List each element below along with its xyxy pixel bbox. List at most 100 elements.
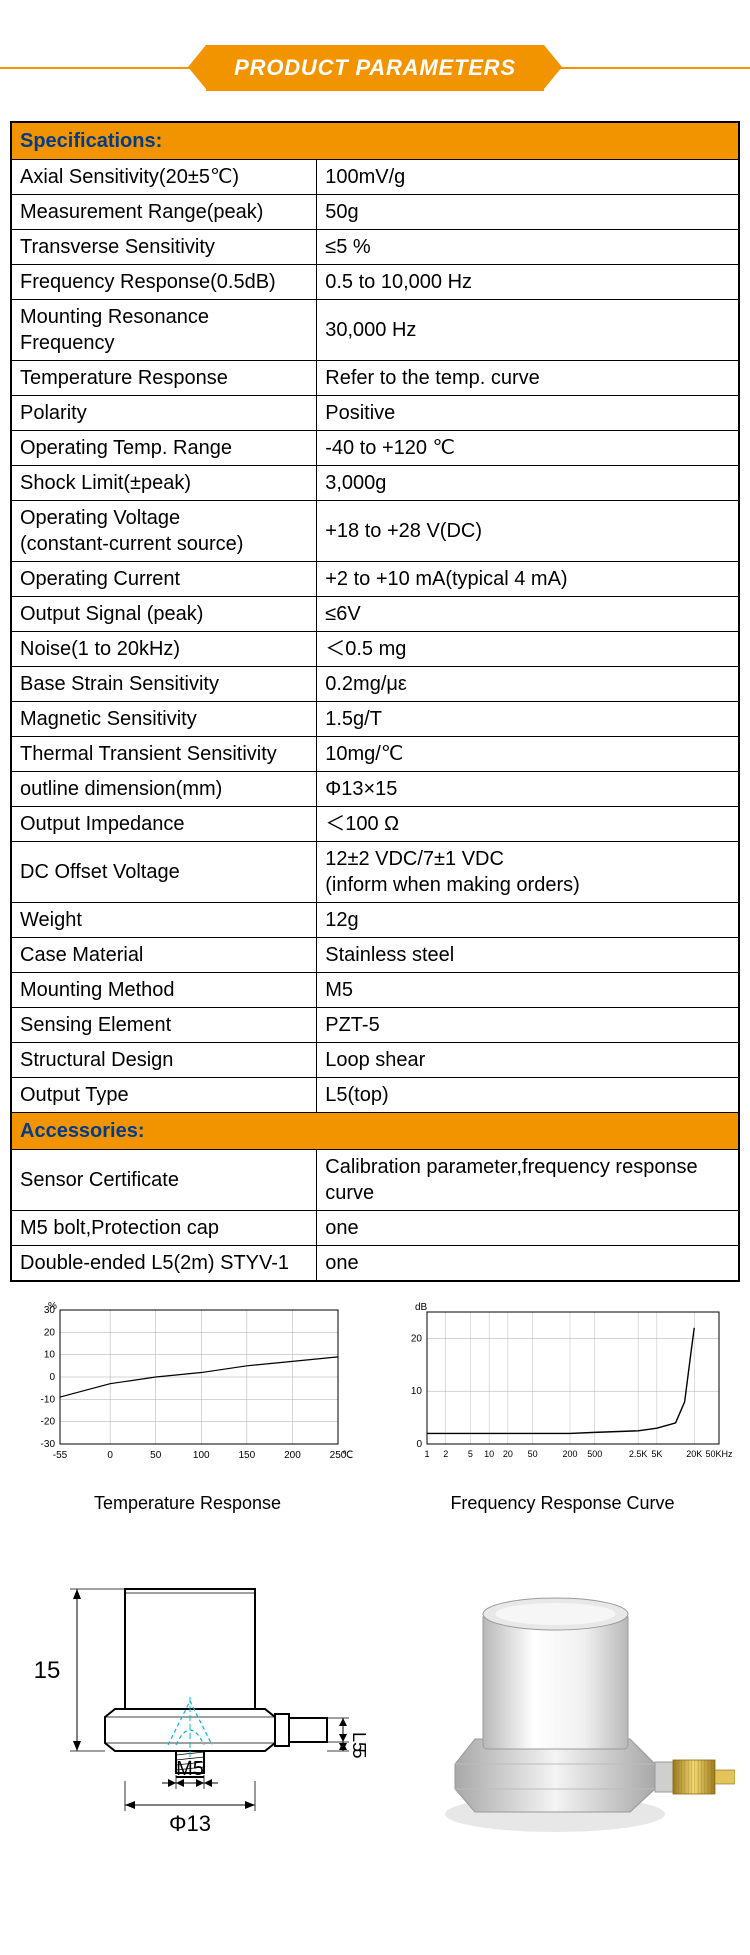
table-row: Double-ended L5(2m) STYV-1one xyxy=(11,1246,739,1282)
table-row: Base Strain Sensitivity0.2mg/με xyxy=(11,667,739,702)
svg-text:%: % xyxy=(48,1301,57,1312)
spec-label: Output Signal (peak) xyxy=(11,597,317,632)
spec-label: M5 bolt,Protection cap xyxy=(11,1211,317,1246)
svg-text:5K: 5K xyxy=(651,1449,662,1459)
spec-value: 30,000 Hz xyxy=(317,300,739,361)
svg-text:-55: -55 xyxy=(52,1450,67,1461)
spec-label: Operating Temp. Range xyxy=(11,431,317,466)
parameters-table: Specifications:Axial Sensitivity(20±5℃)1… xyxy=(10,121,740,1282)
spec-value: ＜0.5 mg xyxy=(317,632,739,667)
svg-text:2.5K: 2.5K xyxy=(628,1449,647,1459)
spec-value: -40 to +120 ℃ xyxy=(317,431,739,466)
svg-text:100: 100 xyxy=(192,1450,209,1461)
table-row: PolarityPositive xyxy=(11,396,739,431)
temperature-chart-caption: Temperature Response xyxy=(10,1493,365,1514)
svg-text:20: 20 xyxy=(502,1449,512,1459)
svg-text:M5: M5 xyxy=(176,1758,204,1780)
spec-value: M5 xyxy=(317,973,739,1008)
spec-value: 50g xyxy=(317,195,739,230)
spec-label: Case Material xyxy=(11,938,317,973)
temperature-chart-svg: -30-20-100102030-55050100150200250%℃ xyxy=(18,1300,358,1480)
table-row: Noise(1 to 20kHz)＜0.5 mg xyxy=(11,632,739,667)
spec-label: Output Type xyxy=(11,1078,317,1113)
table-row: Axial Sensitivity(20±5℃)100mV/g xyxy=(11,160,739,195)
spec-label: Mounting Method xyxy=(11,973,317,1008)
table-row: Sensor CertificateCalibration parameter,… xyxy=(11,1150,739,1211)
svg-text:0: 0 xyxy=(416,1439,422,1450)
spec-value: ≤5 % xyxy=(317,230,739,265)
spec-value: ＜100 Ω xyxy=(317,807,739,842)
svg-text:-30: -30 xyxy=(40,1439,55,1450)
spec-label: Output Impedance xyxy=(11,807,317,842)
table-row: Operating Temp. Range-40 to +120 ℃ xyxy=(11,431,739,466)
spec-value: PZT-5 xyxy=(317,1008,739,1043)
table-row: Operating Current+2 to +10 mA(typical 4 … xyxy=(11,562,739,597)
section-header: Specifications: xyxy=(11,122,739,160)
table-row: Measurement Range(peak)50g xyxy=(11,195,739,230)
section-header-label: Specifications: xyxy=(11,122,739,160)
table-row: Output TypeL5(top) xyxy=(11,1078,739,1113)
svg-text:15: 15 xyxy=(34,1657,61,1684)
spec-label: Noise(1 to 20kHz) xyxy=(11,632,317,667)
table-row: DC Offset Voltage12±2 VDC/7±1 VDC(inform… xyxy=(11,842,739,903)
spec-label: Sensor Certificate xyxy=(11,1150,317,1211)
spec-label: Operating Current xyxy=(11,562,317,597)
svg-text:20: 20 xyxy=(410,1333,422,1344)
table-row: Sensing ElementPZT-5 xyxy=(11,1008,739,1043)
table-row: Output Signal (peak)≤6V xyxy=(11,597,739,632)
spec-value: 0.5 to 10,000 Hz xyxy=(317,265,739,300)
svg-text:10: 10 xyxy=(410,1386,422,1397)
spec-value: 3,000g xyxy=(317,466,739,501)
header-divider-left xyxy=(0,67,198,69)
spec-value: Calibration parameter,frequency response… xyxy=(317,1150,739,1211)
svg-text:200: 200 xyxy=(284,1450,301,1461)
frequency-chart-svg: 010201251020502005002.5K5K20K50KHzdB xyxy=(393,1300,733,1480)
header-title: PRODUCT PARAMETERS xyxy=(206,45,544,91)
spec-label: DC Offset Voltage xyxy=(11,842,317,903)
spec-label: Frequency Response(0.5dB) xyxy=(11,265,317,300)
spec-label: Mounting Resonance Frequency xyxy=(11,300,317,361)
spec-value: Positive xyxy=(317,396,739,431)
svg-text:℃: ℃ xyxy=(342,1450,353,1461)
svg-text:20: 20 xyxy=(43,1327,55,1338)
table-row: Mounting MethodM5 xyxy=(11,973,739,1008)
svg-text:0: 0 xyxy=(49,1372,55,1383)
spec-value: +18 to +28 V(DC) xyxy=(317,501,739,562)
spec-value: L5(top) xyxy=(317,1078,739,1113)
svg-text:10: 10 xyxy=(43,1350,55,1361)
table-row: Shock Limit(±peak)3,000g xyxy=(11,466,739,501)
spec-value: ≤6V xyxy=(317,597,739,632)
spec-label: outline dimension(mm) xyxy=(11,772,317,807)
svg-text:10: 10 xyxy=(484,1449,494,1459)
spec-label: Transverse Sensitivity xyxy=(11,230,317,265)
spec-label: Thermal Transient Sensitivity xyxy=(11,737,317,772)
spec-value: Stainless steel xyxy=(317,938,739,973)
spec-value: 10mg/℃ xyxy=(317,737,739,772)
table-row: Magnetic Sensitivity1.5g/T xyxy=(11,702,739,737)
spec-label: Axial Sensitivity(20±5℃) xyxy=(11,160,317,195)
svg-text:500: 500 xyxy=(587,1449,602,1459)
svg-text:0: 0 xyxy=(107,1450,113,1461)
table-row: Weight12g xyxy=(11,903,739,938)
svg-text:5: 5 xyxy=(349,1749,369,1759)
svg-text:50: 50 xyxy=(150,1450,162,1461)
spec-label: Temperature Response xyxy=(11,361,317,396)
spec-label: Shock Limit(±peak) xyxy=(11,466,317,501)
spec-value: one xyxy=(317,1246,739,1282)
dimension-drawing-svg: 15Φ13M5L55 xyxy=(15,1549,375,1859)
spec-value: 0.2mg/με xyxy=(317,667,739,702)
table-row: Output Impedance＜100 Ω xyxy=(11,807,739,842)
page-header: PRODUCT PARAMETERS xyxy=(0,0,750,121)
spec-value: 12±2 VDC/7±1 VDC(inform when making orde… xyxy=(317,842,739,903)
section-header-label: Accessories: xyxy=(11,1113,739,1150)
svg-text:5: 5 xyxy=(467,1449,472,1459)
spec-label: Double-ended L5(2m) STYV-1 xyxy=(11,1246,317,1282)
spec-label: Operating Voltage(constant-current sourc… xyxy=(11,501,317,562)
section-header: Accessories: xyxy=(11,1113,739,1150)
spec-value: 100mV/g xyxy=(317,160,739,195)
table-row: Case MaterialStainless steel xyxy=(11,938,739,973)
table-row: Operating Voltage(constant-current sourc… xyxy=(11,501,739,562)
table-row: M5 bolt,Protection capone xyxy=(11,1211,739,1246)
spec-value: +2 to +10 mA(typical 4 mA) xyxy=(317,562,739,597)
sensor-render xyxy=(395,1564,735,1849)
